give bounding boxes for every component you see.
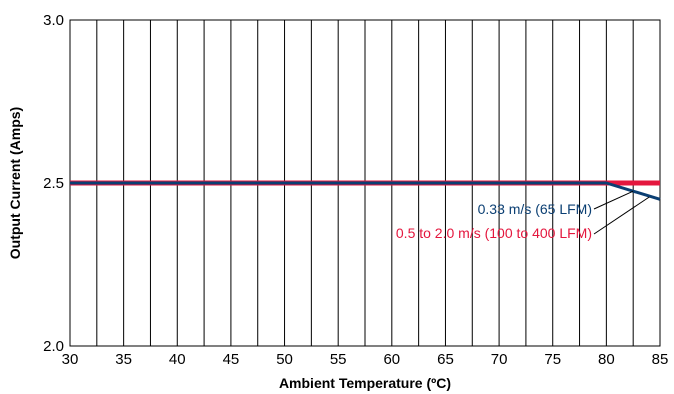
annotation-05-20-label: 0.5 to 2.0 m/s (100 to 400 LFM)	[396, 225, 592, 241]
x-tick-label: 30	[62, 351, 79, 368]
x-tick-labels: 30 35 40 45 50 55 60 65 70 75 80 85	[62, 351, 669, 368]
x-tick-label: 45	[223, 351, 240, 368]
x-tick-label: 60	[383, 351, 400, 368]
series-layer	[70, 180, 661, 201]
x-tick-label: 65	[437, 351, 454, 368]
x-tick-label: 35	[115, 351, 132, 368]
y-tick-label: 2.0	[43, 338, 64, 355]
y-axis-title: Output Current (Amps)	[7, 107, 23, 259]
leader-line-05-20	[593, 196, 650, 235]
x-tick-label: 70	[491, 351, 508, 368]
x-tick-label: 55	[330, 351, 347, 368]
x-tick-label: 80	[598, 351, 615, 368]
x-tick-label: 85	[652, 351, 669, 368]
y-tick-label: 2.5	[43, 175, 64, 192]
x-tick-label: 75	[544, 351, 561, 368]
x-axis-title: Ambient Temperature (ºC)	[279, 375, 451, 391]
leader-line-033	[593, 190, 634, 210]
x-tick-label: 50	[276, 351, 293, 368]
x-tick-label: 40	[169, 351, 186, 368]
series-line-1	[70, 181, 661, 201]
annotations: 0.33 m/s (65 LFM) 0.5 to 2.0 m/s (100 to…	[396, 190, 650, 241]
y-tick-labels: 2.0 2.5 3.0	[43, 12, 64, 355]
annotation-033-label: 0.33 m/s (65 LFM)	[478, 201, 592, 217]
y-tick-label: 3.0	[43, 12, 64, 29]
